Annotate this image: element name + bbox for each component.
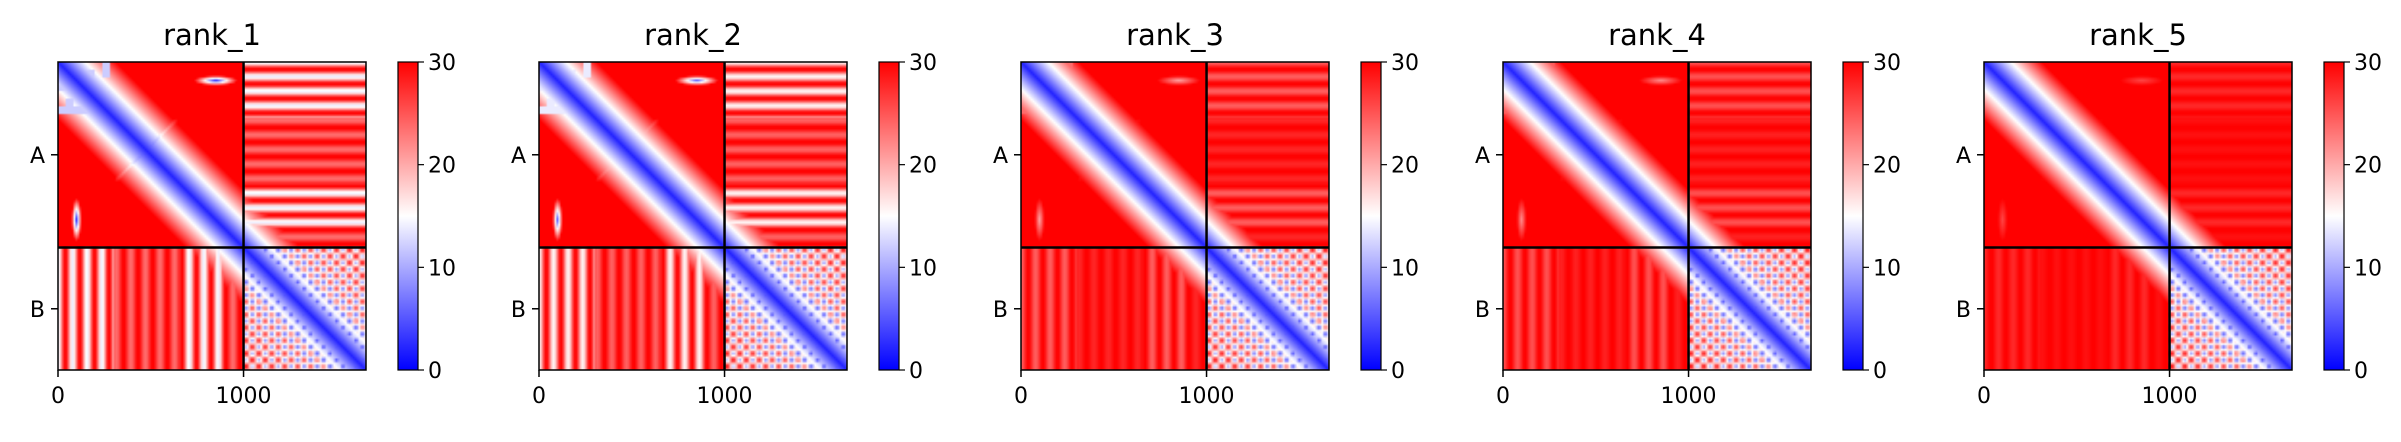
plot-frame xyxy=(1502,61,1812,371)
y-tick-label: A xyxy=(1956,144,1971,169)
x-tick-label: 0 xyxy=(1977,384,1991,409)
x-tick-label: 0 xyxy=(1496,384,1510,409)
panel-title: rank_1 xyxy=(163,18,261,52)
colorbar-fill xyxy=(879,62,899,370)
x-tick-label: 0 xyxy=(532,384,546,409)
x-tick-label: 0 xyxy=(1014,384,1028,409)
y-tick-label: B xyxy=(30,298,45,323)
colorbar-frame xyxy=(1360,61,1382,371)
plot-frame xyxy=(57,61,367,371)
y-tick-label: A xyxy=(30,144,45,169)
colorbar-tick-label: 20 xyxy=(2354,154,2382,179)
panel-title: rank_3 xyxy=(1126,18,1224,52)
panel-title: rank_5 xyxy=(2089,18,2187,52)
y-tick-label: A xyxy=(993,144,1008,169)
panel-title: rank_4 xyxy=(1608,18,1706,52)
colorbar-frame xyxy=(878,61,900,371)
x-tick-label: 0 xyxy=(51,384,65,409)
y-tick-label: B xyxy=(1475,298,1490,323)
colorbar-tick-label: 30 xyxy=(1391,51,1419,76)
y-tick-label: B xyxy=(1956,298,1971,323)
panel-title: rank_2 xyxy=(644,18,742,52)
colorbar-tick-label: 30 xyxy=(1873,51,1901,76)
colorbar-tick-label: 10 xyxy=(1873,256,1901,281)
colorbar-tick-label: 30 xyxy=(909,51,937,76)
colorbar-tick-label: 0 xyxy=(2354,359,2368,384)
x-tick-label: 1000 xyxy=(697,384,753,409)
plot-frame xyxy=(538,61,848,371)
plot-frame xyxy=(1020,61,1330,371)
y-tick-label: B xyxy=(511,298,526,323)
colorbar-tick-label: 0 xyxy=(1873,359,1887,384)
colorbar-fill xyxy=(398,62,418,370)
colorbar-frame xyxy=(2323,61,2345,371)
colorbar-fill xyxy=(2324,62,2344,370)
y-tick-label: A xyxy=(511,144,526,169)
colorbar-tick-label: 20 xyxy=(428,154,456,179)
colorbar-tick-label: 10 xyxy=(2354,256,2382,281)
heatmap-image xyxy=(1503,62,1811,370)
colorbar-fill xyxy=(1361,62,1381,370)
x-tick-label: 1000 xyxy=(1661,384,1717,409)
x-tick-label: 1000 xyxy=(1179,384,1235,409)
colorbar-tick-label: 0 xyxy=(909,359,923,384)
colorbar-tick-label: 20 xyxy=(1391,154,1419,179)
colorbar-tick-label: 10 xyxy=(1391,256,1419,281)
colorbar-tick-label: 0 xyxy=(1391,359,1405,384)
colorbar-tick-label: 0 xyxy=(428,359,442,384)
colorbar-tick-label: 10 xyxy=(428,256,456,281)
heatmap-image xyxy=(539,62,847,370)
heatmap-image xyxy=(58,62,366,370)
y-tick-label: A xyxy=(1475,144,1490,169)
x-tick-label: 1000 xyxy=(2142,384,2198,409)
colorbar-frame xyxy=(1842,61,1864,371)
heatmap-image xyxy=(1021,62,1329,370)
colorbar-fill xyxy=(1843,62,1863,370)
colorbar-tick-label: 20 xyxy=(909,154,937,179)
colorbar-tick-label: 30 xyxy=(2354,51,2382,76)
colorbar-frame xyxy=(397,61,419,371)
plot-frame xyxy=(1983,61,2293,371)
colorbar-tick-label: 20 xyxy=(1873,154,1901,179)
colorbar-tick-label: 10 xyxy=(909,256,937,281)
x-tick-label: 1000 xyxy=(216,384,272,409)
y-tick-label: B xyxy=(993,298,1008,323)
colorbar-tick-label: 30 xyxy=(428,51,456,76)
heatmap-image xyxy=(1984,62,2292,370)
